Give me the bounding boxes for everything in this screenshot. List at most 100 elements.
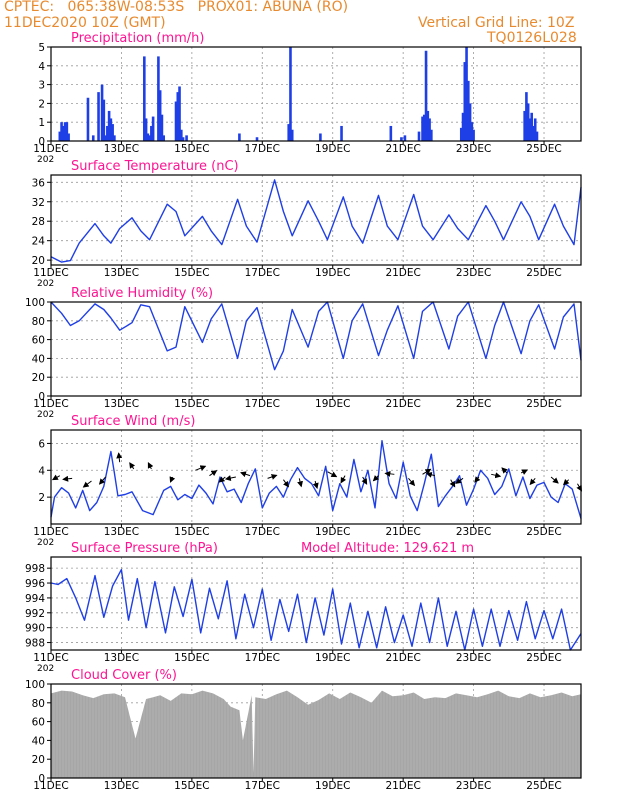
pres-ytick-label: 996 (25, 578, 45, 590)
precip-ytick-label: 0 (38, 136, 45, 148)
cloud-xtick-label: 17DEC (245, 780, 280, 792)
temp-year-fragment: 202 (37, 279, 54, 289)
precip-bar (530, 112, 533, 141)
precip-bar (100, 84, 104, 141)
precip-bar (287, 124, 291, 141)
wind-arrow (529, 478, 536, 486)
temp-xtick-label: 21DEC (385, 267, 420, 279)
precip-xtick-label: 17DEC (245, 143, 280, 155)
temp-xtick-label: 23DEC (456, 267, 491, 279)
precip-year-fragment: 202 (37, 155, 54, 165)
model-altitude-label: Model Altitude: 129.621 m (301, 541, 474, 556)
precip-bar (63, 122, 67, 141)
precip-bar (525, 92, 528, 141)
pres-title: Surface Pressure (hPa) (71, 541, 218, 556)
precip-ytick-label: 2 (38, 98, 45, 110)
wind-xtick-label: 15DEC (174, 526, 209, 538)
precip-bar (238, 133, 241, 141)
wind-xtick-label: 21DEC (385, 526, 420, 538)
pres-ytick-label: 992 (25, 608, 45, 620)
cloud-ytick-label: 100 (25, 679, 45, 691)
precip-bar (106, 125, 109, 141)
precip-bar (289, 47, 292, 141)
precip-bar (144, 118, 148, 141)
precip-bar (181, 137, 185, 141)
precip-bar (459, 127, 463, 141)
rh-ytick-label: 40 (32, 353, 45, 365)
cloud-xtick-label: 25DEC (526, 780, 561, 792)
wind-arrow (520, 469, 529, 475)
precip-xtick-label: 25DEC (526, 143, 561, 155)
precip-xtick-label: 11DEC (33, 143, 68, 155)
pres-xtick-label: 17DEC (245, 652, 280, 664)
precip-bar (102, 99, 106, 141)
station-header: CPTEC: 065:38W-08:53S PROX01: ABUNA (RO) (4, 0, 349, 15)
rh-xtick-label: 23DEC (456, 398, 491, 410)
pres-xtick-label: 13DEC (104, 652, 139, 664)
wind-arrow (283, 479, 290, 488)
rh-xtick-label: 21DEC (385, 398, 420, 410)
wind-arrow (129, 462, 136, 470)
product-code: TQ0126L028 (487, 30, 577, 46)
precip-bar (319, 133, 322, 141)
wind-xtick-label: 25DEC (526, 526, 561, 538)
cloud-frame (50, 683, 582, 779)
precip-bar (113, 135, 116, 141)
wind-arrow (51, 474, 61, 481)
precip-bar (151, 116, 155, 141)
pres-ytick-label: 990 (25, 623, 45, 635)
wind-ytick-label: 2 (38, 492, 45, 504)
temp-ytick-label: 28 (32, 216, 45, 228)
precip-bar (91, 135, 95, 141)
wind-arrow (340, 475, 347, 484)
wind-ytick-label: 4 (38, 465, 45, 477)
wind-arrow (474, 476, 481, 483)
precip-bar (150, 125, 153, 141)
precip-bar (157, 56, 160, 141)
precip-bar (65, 122, 69, 141)
cloud-ytick-label: 80 (32, 698, 45, 710)
cloud-title: Cloud Cover (%) (71, 668, 177, 683)
cloud-ytick-label: 60 (32, 717, 45, 729)
precip-bar (523, 110, 526, 141)
rh-xtick-label: 15DEC (174, 398, 209, 410)
pres-frame (50, 556, 582, 651)
pres-xtick-label: 21DEC (385, 652, 420, 664)
cloud-xtick-label: 11DEC (33, 780, 68, 792)
precip-bar (185, 135, 188, 141)
wind-panel: 2 4 6 11DEC 13DEC 15DEC 17DEC 19DEC 21DEC 23DEC 25… (33, 414, 582, 548)
precip-bar (400, 137, 403, 141)
precip-bar (176, 92, 180, 141)
rh-year-fragment: 202 (37, 410, 54, 420)
pres-xtick-label: 23DEC (456, 652, 491, 664)
precip-bar (97, 92, 100, 141)
pres-ytick-label: 988 (25, 638, 45, 650)
precip-bar (468, 103, 472, 141)
wind-arrow (98, 476, 106, 485)
wind-arrow (408, 478, 416, 487)
grid-line-note: Vertical Grid Line: 10Z (418, 15, 575, 31)
precip-bar (255, 137, 259, 141)
precip-bar (528, 118, 532, 141)
precip-bar (174, 101, 178, 141)
precip-ytick-label: 3 (38, 80, 45, 92)
pres-xtick-label: 15DEC (174, 652, 209, 664)
rh-frame (50, 301, 582, 397)
pres-line (50, 568, 582, 651)
precip-title: Precipitation (mm/h) (71, 31, 204, 46)
wind-arrow (147, 462, 154, 470)
rh-ytick-label: 100 (25, 297, 45, 309)
rh-ytick-label: 60 (32, 335, 45, 347)
precip-bar (162, 135, 165, 141)
precip-xtick-label: 15DEC (174, 143, 209, 155)
precip-frame (50, 46, 582, 142)
precip-bar (109, 118, 113, 141)
pres-ytick-label: 994 (25, 593, 45, 605)
cloud-ytick-label: 20 (32, 754, 45, 766)
pres-panel: 988 990 992 994 996 998 11DEC 13DEC 15DEC 17DEC 19… (25, 541, 582, 674)
pres-xtick-label: 25DEC (526, 652, 561, 664)
wind-arrow (195, 465, 207, 471)
precip-bar (143, 56, 146, 141)
wind-arrow (327, 471, 338, 478)
